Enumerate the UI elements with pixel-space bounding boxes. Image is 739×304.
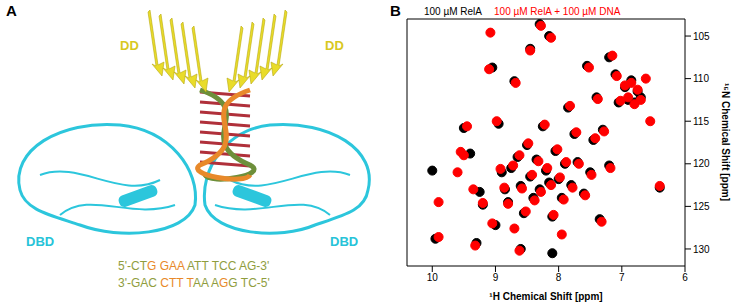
html-text:100 µM RelA + 100 µM DNA: 100 µM RelA + 100 µM DNA <box>494 6 621 17</box>
svg-text:DBD: DBD <box>26 234 54 249</box>
svg-text:105: 105 <box>693 31 710 42</box>
svg-text:B: B <box>390 2 401 19</box>
svg-text:130: 130 <box>693 244 710 255</box>
svg-text:125: 125 <box>693 201 710 212</box>
svg-text:110: 110 <box>693 73 709 84</box>
svg-text:6: 6 <box>682 272 688 283</box>
svg-text:10: 10 <box>427 272 439 283</box>
svg-text:115: 115 <box>693 116 709 127</box>
html-text:¹⁵N Chemical Shift [ppm]: ¹⁵N Chemical Shift [ppm] <box>719 83 731 201</box>
svg-text:9: 9 <box>493 272 499 283</box>
html-text:100 µM RelA: 100 µM RelA <box>424 6 482 17</box>
svg-text:8: 8 <box>556 272 562 283</box>
svg-text:DD: DD <box>325 38 344 53</box>
svg-text:3'-GAC CTT TAA AGG TC-5': 3'-GAC CTT TAA AGG TC-5' <box>118 276 270 290</box>
svg-text:DBD: DBD <box>330 234 358 249</box>
svg-text:7: 7 <box>619 272 625 283</box>
svg-text:A: A <box>6 2 17 19</box>
svg-text:120: 120 <box>693 158 710 169</box>
svg-text:¹H Chemical Shift [ppm]: ¹H Chemical Shift [ppm] <box>489 291 602 302</box>
svg-text:5'-CTG GAA ATT TCC AG-3': 5'-CTG GAA ATT TCC AG-3' <box>118 259 269 273</box>
svg-text:DD: DD <box>120 38 139 53</box>
